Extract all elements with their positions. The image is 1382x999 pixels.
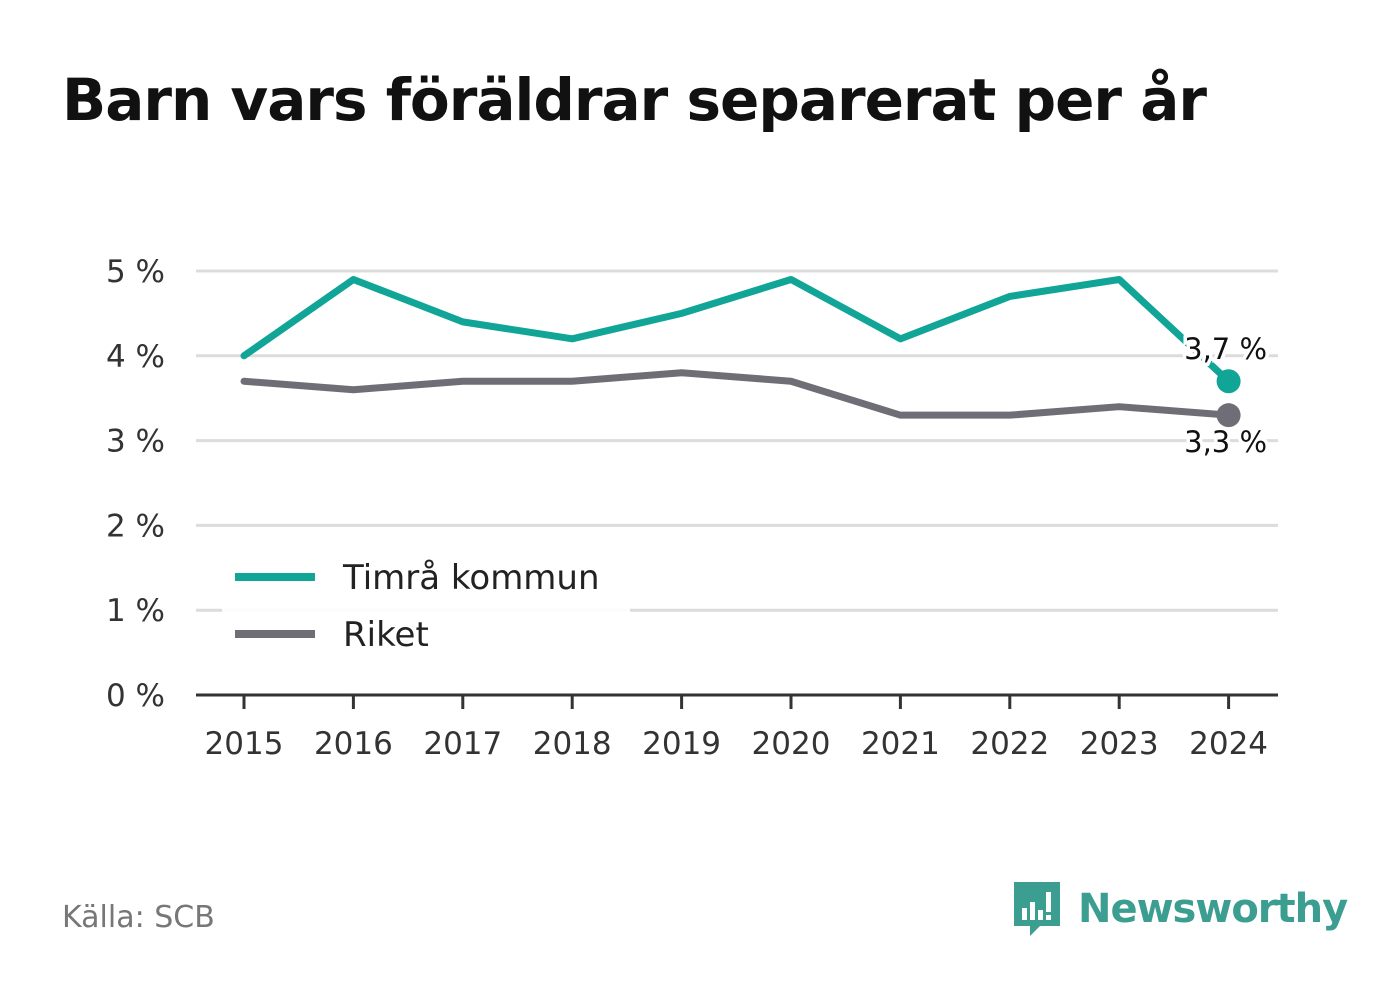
x-tick-label: 2022 [970, 726, 1049, 762]
chart-title: Barn vars föräldrar separerat per år [62, 66, 1207, 134]
x-tick-label: 2017 [423, 726, 502, 762]
series-end-point [1216, 403, 1241, 428]
series [240, 275, 1241, 428]
data-label: 3,7 % [1184, 332, 1267, 366]
newsworthy-logo-icon [1014, 882, 1060, 936]
data-label: 3,3 % [1184, 425, 1267, 459]
brand-logo: Newsworthy [1010, 878, 1348, 940]
x-tick-label: 2023 [1080, 726, 1159, 762]
brand-name: Newsworthy [1078, 886, 1348, 932]
x-tick-label: 2020 [752, 726, 831, 762]
series-end-point [1216, 369, 1241, 394]
x-tick-label: 2019 [642, 726, 721, 762]
data-labels: 3,7 % 3,3 % [1181, 329, 1271, 463]
y-tick-label: 3 % [106, 424, 165, 460]
legend-label: Riket [343, 615, 429, 655]
y-tick-label: 4 % [106, 339, 165, 375]
series-line [240, 369, 1233, 419]
x-tick-label: 2021 [861, 726, 940, 762]
y-tick-label: 0 % [106, 678, 165, 714]
x-tick-label: 2018 [533, 726, 612, 762]
legend-background [222, 548, 630, 668]
x-tick-label: 2016 [314, 726, 393, 762]
source-note: Källa: SCB [62, 900, 215, 935]
series-line [240, 275, 1233, 385]
legend: Timrå kommun Riket [222, 548, 630, 668]
x-tick-label: 2015 [205, 726, 284, 762]
x-tick-label: 2024 [1189, 726, 1268, 762]
legend-label: Timrå kommun [342, 558, 600, 598]
y-tick-label: 2 % [106, 508, 165, 544]
y-tick-label: 1 % [106, 593, 165, 629]
y-axis-ticks: 0 % 1 % 2 % 3 % 4 % 5 % [106, 254, 165, 714]
y-tick-label: 5 % [106, 254, 165, 290]
x-axis-ticks: 2015 2016 2017 2018 2019 2020 2021 2022 2023 2024 [205, 695, 1268, 762]
